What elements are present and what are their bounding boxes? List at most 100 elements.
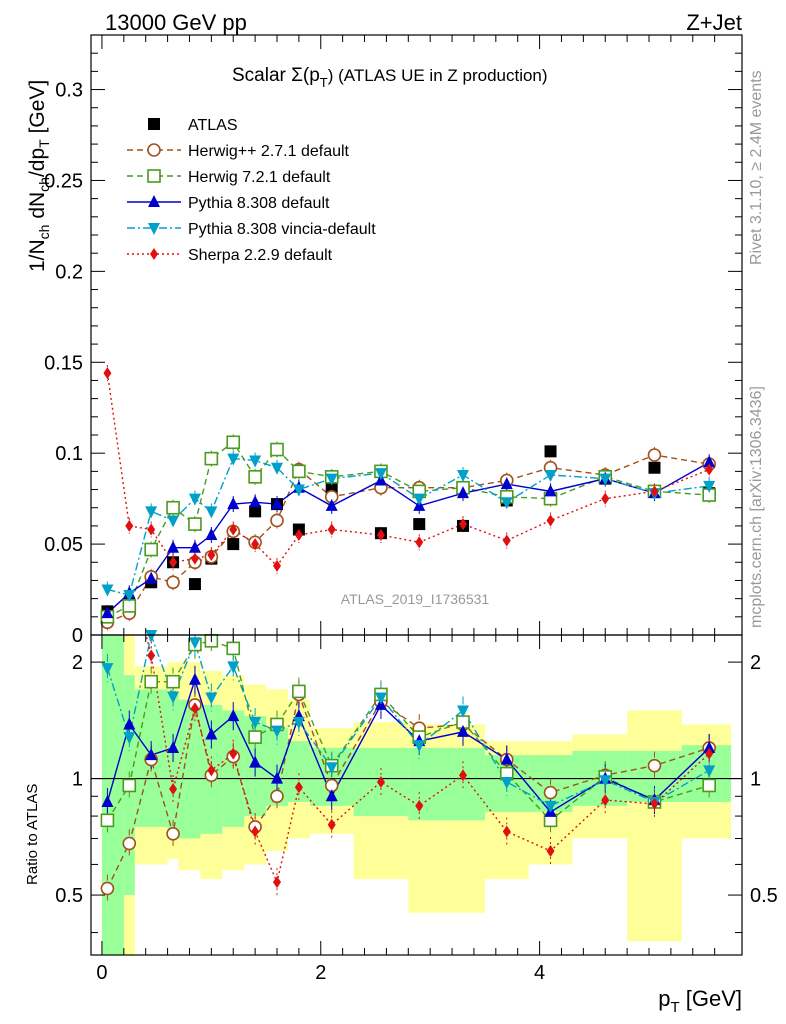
x-tick-label: 2 — [315, 962, 326, 984]
ratio-series-4-point — [459, 769, 467, 782]
band-green-bin — [178, 699, 201, 839]
series-4-point — [292, 484, 305, 497]
ratio-series-2-point — [123, 717, 136, 730]
series-5-point — [459, 518, 467, 531]
ratio-series-4-point — [169, 782, 178, 795]
ratio-y-tick-label: 0.5 — [55, 885, 83, 907]
ratio-series-4-point — [650, 797, 659, 810]
y-tick-label: 0.3 — [55, 80, 83, 102]
ratio-series-4-point — [376, 775, 385, 788]
series-3-point — [188, 540, 201, 553]
series-3-point — [544, 484, 557, 497]
ratio-series-3-point — [188, 637, 201, 650]
ratio-ylabel: Ratio to ATLAS — [24, 784, 41, 885]
ratio-series-3-point — [544, 800, 557, 813]
ratio-series-4-point — [415, 799, 424, 812]
ratio-y-tick-label-right: 0.5 — [750, 885, 778, 907]
legend-label: ATLAS — [188, 117, 238, 134]
x-tick-label: 0 — [96, 962, 107, 984]
ratio-series-2-point — [227, 709, 240, 722]
series-2-point — [188, 517, 202, 531]
band-green-bin — [222, 710, 245, 827]
ratio-series-3-point — [325, 762, 338, 775]
series-5-point — [147, 523, 156, 536]
series-2-point — [204, 451, 219, 466]
x-axis-label: pT [GeV] — [658, 986, 742, 1016]
y-tick-label: 0.25 — [44, 170, 83, 192]
plot-title-main: Scalar Σ(p — [232, 65, 320, 86]
ratio-series-0-point — [122, 836, 137, 851]
series-2-point — [166, 500, 180, 515]
series-5-point — [103, 367, 112, 380]
series-4-point — [167, 515, 180, 528]
ratio-series-1-point — [122, 778, 137, 793]
legend-label: Pythia 8.308 default — [188, 195, 330, 212]
legend-marker — [147, 169, 161, 183]
series-4-point — [188, 493, 201, 506]
series-3-point — [167, 540, 180, 553]
series-4-point — [374, 468, 387, 481]
main-ylabel: 1/Nch dNch/dpT [GeV] — [26, 80, 52, 272]
series-3-point — [227, 497, 240, 510]
series-5-point — [207, 549, 216, 561]
ratio-series-4-point — [207, 764, 216, 777]
ratio-series-3-point — [101, 663, 114, 676]
series-5-point — [327, 523, 336, 536]
legend: ATLAS Herwig++ 2.7.1 default Herwig 7.2.1 … — [127, 117, 376, 264]
series-5-point — [125, 519, 134, 532]
series-3-point — [271, 497, 283, 510]
ratio-series-4-point — [705, 747, 714, 760]
x-axis-label-sub: T — [670, 999, 679, 1016]
ratio-series-1-point — [226, 641, 241, 656]
band-green-bin — [167, 694, 179, 834]
series-3-point — [145, 571, 158, 584]
y-tick-label: 0.15 — [44, 352, 83, 374]
series-5-point — [502, 534, 511, 547]
series-2-point — [292, 464, 306, 479]
ratio-y-tick-label: 1 — [72, 769, 83, 791]
ratio-series-3-point — [292, 717, 305, 730]
series-5-point — [650, 485, 659, 498]
series-0-point — [188, 578, 201, 591]
ratio-series-2-point — [188, 672, 201, 685]
series-5-point — [251, 538, 260, 551]
ratio-series-1-point — [248, 730, 262, 744]
legend-label: Herwig 7.2.1 default — [188, 169, 331, 186]
series-4-point — [101, 584, 114, 597]
mcplots-label: mcplots.cern.ch [arXiv:1306.3436] — [748, 386, 765, 628]
ratio-series-1-point — [702, 778, 716, 793]
legend-marker — [147, 143, 161, 157]
series-1-point — [166, 575, 180, 590]
ratio-series-4-point — [251, 825, 260, 838]
series-4-point — [123, 590, 136, 602]
ratio-series-4-point — [190, 702, 199, 715]
series-0-point — [648, 461, 661, 474]
series-4-point — [205, 506, 218, 519]
series-5-point — [169, 556, 178, 569]
ratio-series-2-point — [703, 740, 716, 753]
ratio-series-0-point — [647, 758, 662, 773]
series-3-point — [703, 455, 716, 468]
ratio-series-2-point — [145, 748, 158, 761]
ratio-series-0-point — [100, 881, 115, 896]
series-3-point — [500, 477, 513, 490]
series-4-point — [599, 473, 612, 486]
ratio-series-3-point — [703, 765, 716, 778]
ratio-series-0-point — [543, 785, 558, 800]
series-5-point — [229, 523, 238, 536]
ratio-frame — [90, 634, 743, 956]
ratio-series-2-point — [271, 771, 283, 784]
ratio-series-3-point — [249, 717, 262, 730]
ratio-series-3-point — [123, 732, 136, 745]
ratio-series-2-point — [205, 727, 218, 740]
ratio-series-0-point — [270, 789, 284, 804]
series-markers — [100, 367, 716, 896]
x-axis-label-main: p — [658, 986, 670, 1011]
series-0-point — [544, 445, 557, 458]
rivet-label: Rivet 3.1.10, ≥ 2.4M events — [748, 70, 765, 265]
plot-title-rest: ) (ATLAS UE in Z production) — [328, 66, 548, 85]
ratio-series-4-point — [327, 818, 336, 831]
ratio-series-3-point — [500, 776, 513, 789]
ratio-series-4-point — [294, 781, 303, 794]
